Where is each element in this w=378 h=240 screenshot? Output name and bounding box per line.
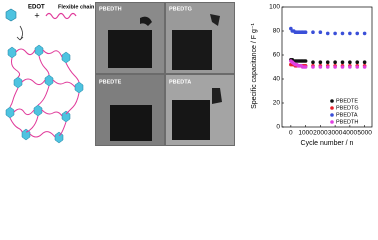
point [311,65,315,69]
point [325,60,330,64]
point [325,65,330,69]
point [303,30,308,34]
point [318,60,323,64]
network-chains [9,48,80,138]
point [340,60,345,64]
y-axis-title: Specific capacitance / F g⁻¹ [251,22,258,108]
x-tick-label: 3000 [328,130,343,137]
legend-label: PBEDTA [336,112,358,118]
figure: EDOT + Flexible chain [5,2,373,147]
y-tick-label: 20 [273,100,281,107]
point [362,31,367,36]
point [340,65,345,69]
point [325,31,330,36]
film [108,30,152,68]
legend-marker [330,113,334,117]
point [333,60,337,64]
photo-label: PBEDTH [99,6,122,12]
y-tick-label: 60 [273,52,281,59]
y-tick-label: 0 [276,124,280,131]
point [355,31,360,36]
plus-sign: + [34,10,39,20]
photo-label: PBEDTA [169,79,191,85]
legend-label: PBEDTH [336,119,358,125]
point [333,31,337,36]
point [355,60,360,64]
x-tick-label: 4000 [343,130,358,137]
photo-label: PBEDTG [169,6,192,12]
film [140,16,152,26]
x-tick-label: 2000 [313,130,328,137]
photo-label: PBEDTE [99,79,122,85]
diagram: EDOT + Flexible chain [5,4,95,144]
film [172,30,212,70]
chain-icon [45,12,77,20]
legend-marker [330,99,334,103]
point [362,65,367,69]
monomer-label: EDOT [28,5,45,11]
point [348,60,352,64]
point [318,65,323,69]
y-tick-label: 40 [273,76,281,83]
legend-label: PBEDTE [336,98,358,104]
point [333,65,337,69]
point [348,65,352,69]
network-units [5,44,84,144]
plot-frame [281,6,373,128]
legend-marker [330,120,334,124]
y-tick-label: 80 [273,28,281,35]
legend-marker [330,106,334,110]
point [311,60,315,64]
chart: Specific capacitance / F g⁻¹ Cycle numbe… [251,4,373,147]
point [362,60,367,64]
legend-label: PBEDTG [336,105,359,111]
point [303,65,308,69]
film [172,100,210,140]
arrow [16,25,24,41]
photos: PBEDTH PBEDTG PBEDTE PBEDTA [95,2,235,146]
film [210,14,220,26]
point [303,59,308,63]
point [318,30,323,34]
point [340,31,345,36]
film [212,88,222,104]
y-tick-label: 100 [269,4,280,11]
edot-icon [5,8,17,22]
x-tick-label: 5000 [357,130,372,137]
x-axis-title: Cycle number / n [301,140,354,147]
point [348,31,352,36]
chain-label: Flexible chain [58,4,95,10]
x-tick-label: 0 [289,130,293,137]
point [311,30,315,34]
film [110,105,152,141]
x-tick-label: 1000 [298,130,313,137]
point [355,65,360,69]
